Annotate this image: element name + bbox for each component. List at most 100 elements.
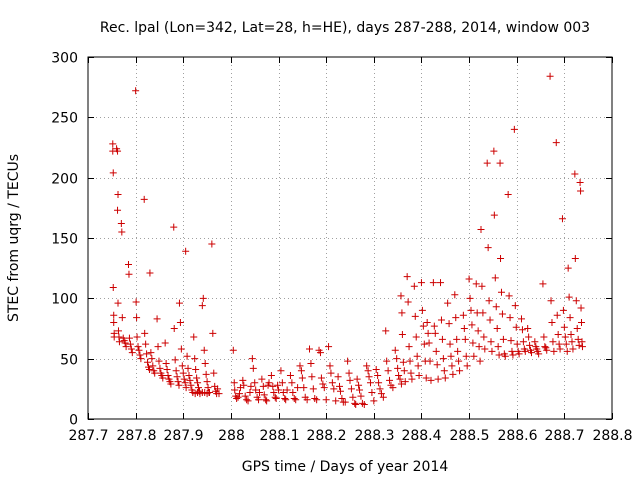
data-point — [162, 359, 170, 367]
data-point — [229, 346, 237, 354]
data-point — [566, 314, 574, 322]
data-point — [477, 226, 485, 234]
data-point — [383, 357, 391, 365]
x-tick-label: 287.7 — [68, 428, 108, 444]
data-point — [272, 394, 280, 402]
data-point — [132, 298, 140, 306]
data-point — [325, 343, 333, 351]
data-point — [306, 345, 314, 353]
data-point — [393, 355, 401, 363]
data-point — [564, 264, 572, 272]
y-tick-label: 100 — [51, 292, 78, 308]
data-point — [296, 362, 304, 370]
data-point — [547, 297, 555, 305]
data-point — [441, 374, 449, 382]
data-point — [345, 369, 353, 377]
data-point — [334, 373, 342, 381]
data-point — [185, 372, 193, 380]
x-tick-label: 288.7 — [544, 428, 584, 444]
data-point — [125, 334, 133, 342]
data-point — [565, 293, 573, 301]
data-point — [449, 370, 457, 378]
data-point — [182, 247, 190, 255]
data-point — [372, 366, 380, 374]
data-point — [550, 347, 558, 355]
data-point — [573, 325, 581, 332]
data-point — [465, 275, 473, 283]
data-point — [525, 333, 533, 341]
data-point — [128, 349, 136, 357]
data-point — [481, 345, 489, 353]
data-point — [578, 343, 586, 351]
data-point — [263, 397, 271, 405]
data-point — [133, 333, 141, 341]
data-point — [434, 375, 442, 383]
data-point — [555, 340, 563, 348]
data-point — [363, 362, 371, 370]
data-point — [403, 273, 411, 281]
data-point — [235, 390, 243, 398]
data-point — [453, 335, 461, 343]
data-point — [155, 357, 163, 365]
data-point — [447, 352, 455, 360]
data-point — [357, 392, 365, 400]
data-point — [431, 329, 439, 337]
data-point — [412, 333, 420, 341]
data-point — [353, 375, 361, 383]
data-point — [384, 367, 392, 375]
data-point — [317, 374, 325, 382]
data-point — [430, 322, 438, 330]
data-point — [524, 325, 532, 332]
data-point — [425, 339, 433, 347]
data-point — [376, 385, 384, 393]
data-point — [161, 339, 169, 347]
y-tick-label: 50 — [60, 353, 78, 369]
data-point — [137, 355, 145, 363]
data-point — [398, 331, 406, 339]
data-point — [427, 376, 435, 384]
data-point — [274, 381, 282, 389]
data-point — [114, 327, 122, 335]
data-point — [332, 397, 340, 405]
data-point — [283, 386, 291, 394]
data-point — [143, 350, 151, 358]
data-point — [415, 372, 423, 380]
data-point — [483, 159, 491, 167]
data-point — [282, 396, 290, 404]
data-point — [474, 327, 482, 335]
data-point — [470, 352, 478, 360]
data-point — [569, 345, 577, 353]
y-tick-labels: 0 50 100 150 200 250 300 — [51, 51, 78, 429]
data-point — [571, 170, 579, 178]
data-point — [351, 399, 359, 407]
data-point — [391, 346, 399, 354]
data-point — [572, 297, 580, 305]
data-point — [475, 343, 483, 351]
data-point — [375, 379, 383, 387]
data-point — [346, 376, 354, 384]
data-point — [410, 282, 418, 290]
data-point — [466, 294, 474, 302]
data-point — [260, 391, 268, 399]
data-point — [426, 357, 434, 365]
data-point — [349, 393, 357, 401]
data-point — [127, 345, 135, 353]
data-point — [278, 379, 286, 387]
data-point — [509, 351, 517, 359]
data-point — [454, 347, 462, 355]
data-point — [240, 381, 248, 389]
data-point — [399, 358, 407, 366]
data-point — [374, 372, 382, 380]
data-point — [208, 240, 216, 248]
data-point — [132, 87, 140, 95]
data-point — [198, 302, 206, 310]
data-point — [167, 380, 175, 388]
data-point — [414, 362, 422, 370]
data-point — [511, 302, 519, 310]
data-point — [418, 306, 426, 314]
data-point — [452, 314, 460, 322]
data-point — [459, 311, 467, 319]
data-point — [307, 359, 315, 367]
y-tick-label: 300 — [51, 51, 78, 67]
data-point — [368, 388, 376, 396]
